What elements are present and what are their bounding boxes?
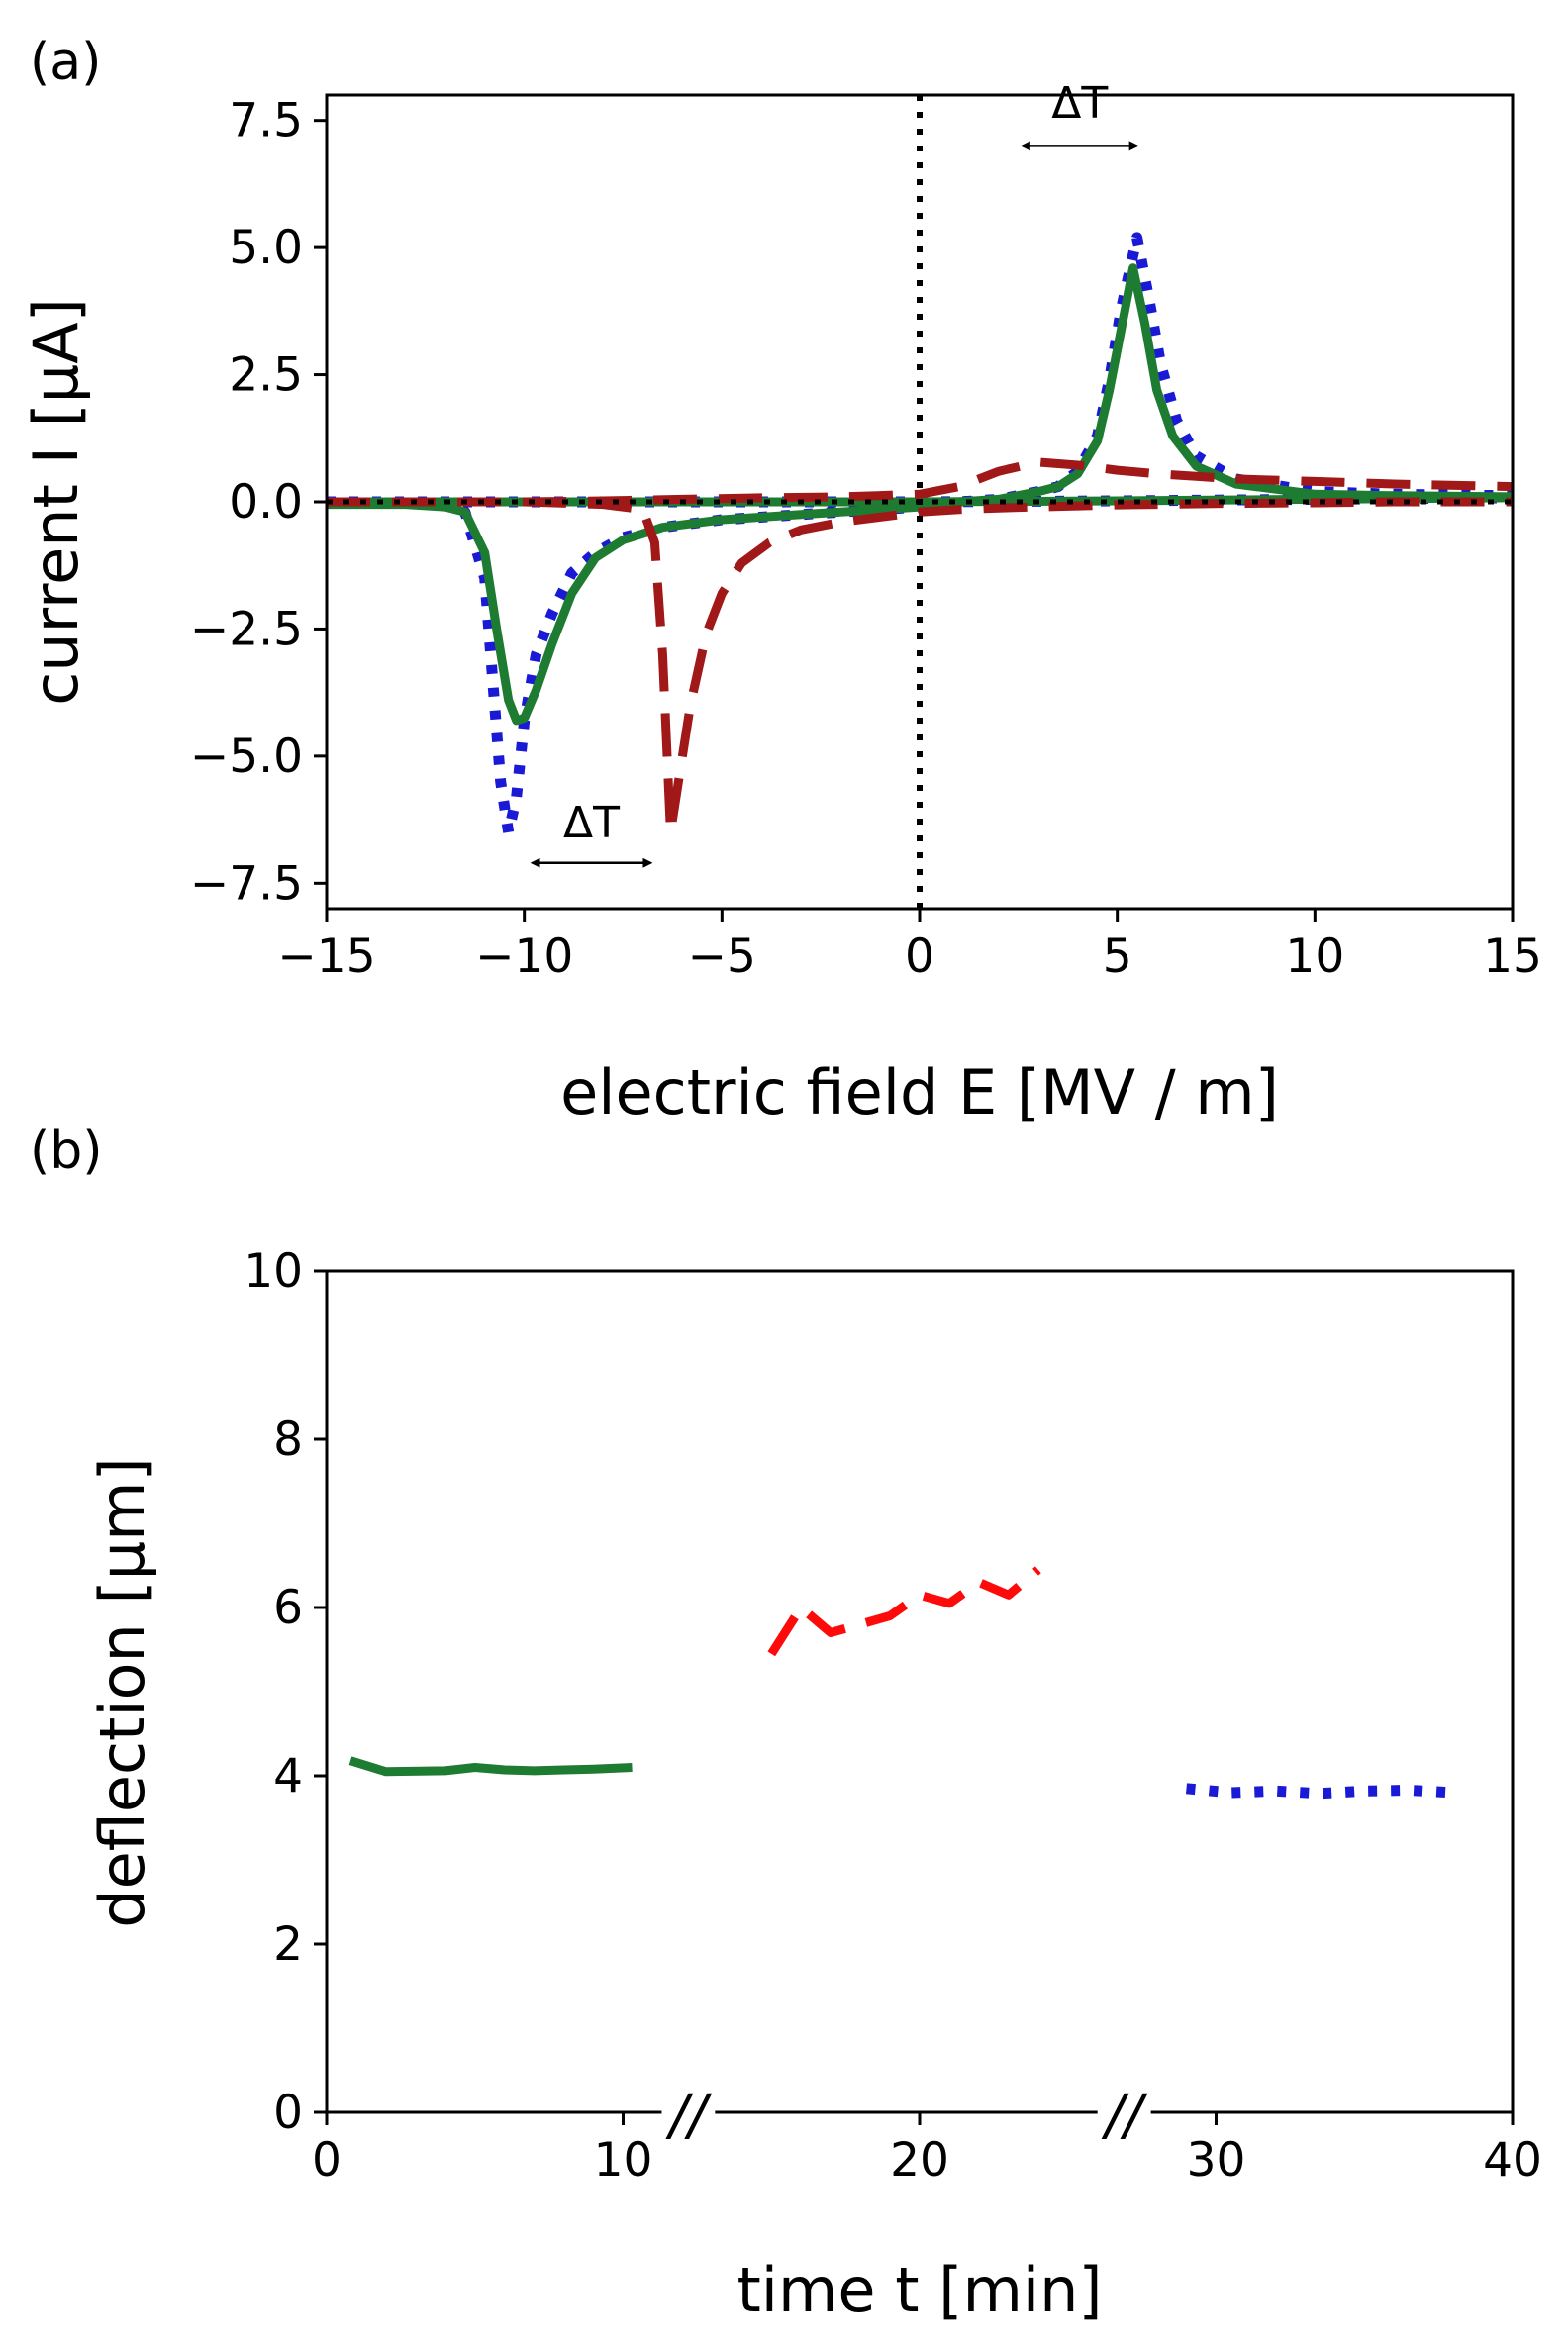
panel-a-y-tick-label: 0.0 [229,475,303,530]
panel-b-axis-breaks: // // [665,2084,1148,2148]
panel-b-y-tick-label: 0 [273,2086,303,2140]
panel-a-y-tick-label: −5.0 [190,730,303,784]
panel-a-y-tick-label: −2.5 [190,602,303,656]
delta-t-label-1: ΔT [1051,78,1108,129]
panel-b-x-tick-label: 0 [312,2133,342,2188]
panel-a-y-tick-label: 5.0 [229,221,303,275]
panel-b-y-tick-label: 2 [273,1917,303,1972]
panel-a-x-tick-label: −15 [277,929,375,984]
panel-b-line-solid-green [348,1756,633,1777]
panel-a-y-ticks: 7.5 5.0 2.5 0.0 −2.5 −5.0 −7.5 [190,94,327,911]
panel-b-x-tick-label: 40 [1483,2133,1542,2188]
panel-a: (a) ΔT ΔT −15 −10 −5 0 5 10 15 7.5 5.0 2.5 0.0 −2.5… [20,33,1542,1128]
panel-b-series [348,1566,1454,1800]
panel-b-y-tick-label: 4 [273,1749,303,1803]
panel-label-b: (b) [30,1121,103,1181]
panel-a-x-ticks: −15 −10 −5 0 5 10 15 [277,909,1542,984]
panel-a-x-tick-label: 0 [905,929,934,984]
panel-b-y-ticks: 0 2 4 6 8 10 [244,1244,327,2140]
panel-a-y-axis-label: current I [μA] [20,298,92,706]
delta-t-label-2: ΔT [563,798,620,848]
axis-break-mark-2: // [1101,2084,1148,2148]
panel-a-annotations: ΔT ΔT [530,78,1139,868]
panel-a-curve-solid-green-branch-1 [327,263,1514,726]
panel-b-line-dashed-red [767,1566,1041,1657]
panel-a-curve-dashed-dark-red-branch-2 [327,457,1514,507]
panel-b-frame [325,1269,1515,2114]
panel-b-y-tick-label: 6 [273,1581,303,1635]
panel-b-x-tick-label: 30 [1187,2133,1246,2188]
panel-a-reference-lines [327,95,1513,909]
panel-a-y-tick-label: −7.5 [190,856,303,911]
axis-break-mark-1: // [665,2084,713,2148]
panel-a-curve-dashed-dark-red-branch-1 [327,497,1513,837]
panel-b-line-dotted-blue [1185,1783,1454,1800]
panel-a-x-tick-label: 15 [1483,929,1542,984]
panel-b-y-tick-label: 10 [244,1244,303,1299]
panel-label-a: (a) [30,33,101,92]
panel-a-x-tick-label: 10 [1285,929,1344,984]
panel-a-y-tick-label: 7.5 [229,94,303,148]
panel-b-x-axis-label: time t [min] [736,2254,1102,2326]
panel-b-x-tick-label: 20 [890,2133,949,2188]
panel-a-y-tick-label: 2.5 [229,348,303,403]
panel-b-y-tick-label: 8 [273,1413,303,1467]
panel-a-x-tick-label: 5 [1103,929,1132,984]
panel-a-x-axis-label: electric field E [MV / m] [560,1056,1279,1128]
panel-a-x-tick-label: −10 [475,929,573,984]
panel-a-x-tick-label: −5 [688,929,756,984]
panel-b-x-tick-label: 10 [594,2133,653,2188]
panel-b-y-axis-label: deflection [μm] [86,1457,158,1927]
panel-b-x-ticks: 0 10 20 30 40 [312,2112,1542,2188]
